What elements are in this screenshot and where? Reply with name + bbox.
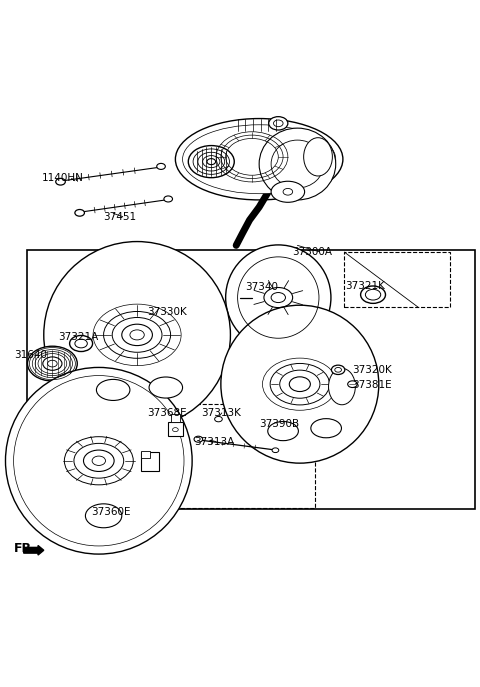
Ellipse shape	[226, 245, 331, 350]
Text: 37300A: 37300A	[293, 247, 333, 257]
FancyArrow shape	[24, 545, 44, 555]
Text: 31640: 31640	[14, 350, 47, 361]
Ellipse shape	[96, 379, 130, 401]
Text: 37313A: 37313A	[194, 437, 235, 447]
Ellipse shape	[259, 128, 336, 200]
Ellipse shape	[311, 418, 341, 438]
Ellipse shape	[304, 137, 332, 176]
Ellipse shape	[27, 346, 77, 381]
Ellipse shape	[48, 385, 67, 399]
Ellipse shape	[215, 416, 222, 422]
Text: 37320K: 37320K	[352, 365, 392, 375]
Text: 37368E: 37368E	[147, 408, 186, 418]
Ellipse shape	[175, 119, 343, 200]
Ellipse shape	[44, 242, 230, 428]
Text: FR.: FR.	[14, 542, 37, 555]
Ellipse shape	[271, 181, 305, 202]
Ellipse shape	[194, 436, 203, 442]
Text: 1140HN: 1140HN	[41, 173, 83, 183]
Ellipse shape	[75, 210, 84, 216]
Text: 37451: 37451	[104, 212, 137, 222]
Ellipse shape	[348, 381, 357, 387]
Text: 37340: 37340	[245, 282, 278, 292]
Bar	[27, 250, 475, 508]
Ellipse shape	[268, 422, 299, 440]
Text: 37313K: 37313K	[201, 408, 240, 418]
Bar	[344, 252, 450, 307]
Ellipse shape	[188, 146, 234, 178]
Ellipse shape	[328, 368, 355, 405]
Ellipse shape	[5, 368, 192, 554]
Ellipse shape	[221, 305, 379, 463]
Ellipse shape	[182, 125, 336, 194]
Ellipse shape	[360, 286, 385, 304]
Text: 37321A: 37321A	[58, 333, 98, 342]
Ellipse shape	[70, 335, 93, 352]
Text: 37390B: 37390B	[259, 419, 299, 429]
Bar	[168, 422, 182, 436]
Text: 37321K: 37321K	[345, 281, 385, 291]
Ellipse shape	[269, 117, 288, 130]
Bar	[141, 452, 159, 471]
Bar	[141, 451, 151, 458]
Text: 37360E: 37360E	[91, 507, 131, 517]
Ellipse shape	[85, 504, 122, 528]
Text: 37330K: 37330K	[147, 307, 186, 317]
Ellipse shape	[164, 196, 172, 202]
Ellipse shape	[272, 448, 279, 453]
Ellipse shape	[331, 365, 345, 374]
Ellipse shape	[157, 164, 165, 170]
Ellipse shape	[149, 377, 182, 398]
Text: 37381E: 37381E	[352, 380, 392, 390]
Ellipse shape	[56, 179, 65, 185]
Bar	[33, 404, 315, 508]
Bar	[170, 414, 180, 422]
